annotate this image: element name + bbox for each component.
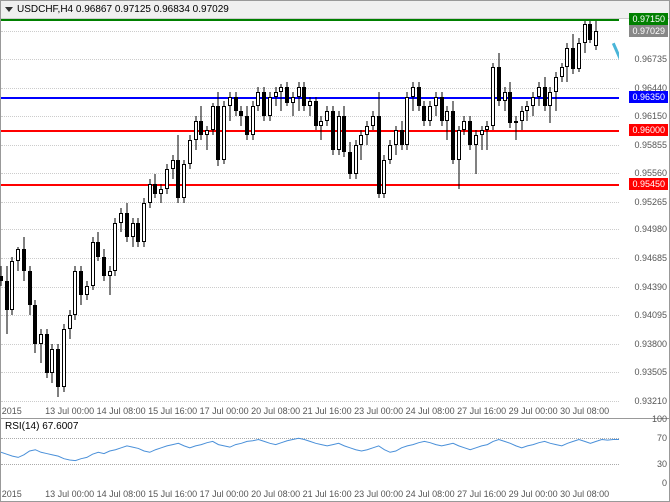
- rsi-y-tick: 100: [652, 414, 667, 424]
- rsi-x-tick: 9 Jul 2015: [0, 489, 22, 499]
- rsi-x-tick: 21 Jul 16:00: [303, 489, 352, 499]
- x-tick: 17 Jul 00:00: [200, 406, 249, 416]
- horizontal-level-line: [1, 130, 619, 132]
- rsi-x-tick: 30 Jul 08:00: [560, 489, 609, 499]
- rsi-x-tick: 29 Jul 00:00: [509, 489, 558, 499]
- x-tick: 27 Jul 16:00: [457, 406, 506, 416]
- rsi-x-tick: 14 Jul 08:00: [97, 489, 146, 499]
- x-tick: 30 Jul 08:00: [560, 406, 609, 416]
- x-tick: 24 Jul 08:00: [406, 406, 455, 416]
- y-tick: 0.96735: [634, 54, 667, 64]
- rsi-y-tick: 30: [657, 459, 667, 469]
- x-tick: 20 Jul 08:00: [251, 406, 300, 416]
- level-label: 0.95450: [629, 178, 668, 190]
- x-tick: 29 Jul 00:00: [509, 406, 558, 416]
- rsi-x-tick: 20 Jul 08:00: [251, 489, 300, 499]
- rsi-y-tick: 70: [657, 433, 667, 443]
- rsi-x-tick: 13 Jul 00:00: [45, 489, 94, 499]
- chart-container: USDCHF,H4 0.96867 0.97125 0.96834 0.9702…: [0, 0, 670, 502]
- level-label: 0.96350: [629, 91, 668, 103]
- horizontal-level-line: [1, 19, 619, 21]
- x-tick: 13 Jul 00:00: [45, 406, 94, 416]
- y-tick: 0.96150: [634, 111, 667, 121]
- y-tick: 0.94390: [634, 282, 667, 292]
- level-label: 0.97150: [629, 13, 668, 25]
- price-y-axis: 0.932100.935050.938000.940950.943900.946…: [619, 19, 669, 400]
- y-tick: 0.93210: [634, 396, 667, 406]
- y-tick: 0.93800: [634, 339, 667, 349]
- y-tick: 0.95560: [634, 168, 667, 178]
- main-chart[interactable]: 0.93210 0.93505 0.93800 0.94095 0.94390 0.946…: [1, 19, 669, 419]
- chart-header: USDCHF,H4 0.96867 0.97125 0.96834 0.9702…: [1, 1, 669, 19]
- rsi-y-tick: 0: [662, 478, 667, 488]
- price-plot-area[interactable]: [1, 19, 619, 400]
- rsi-x-tick: 15 Jul 16:00: [148, 489, 197, 499]
- y-tick: 0.94980: [634, 224, 667, 234]
- y-tick: 0.93505: [634, 367, 667, 377]
- rsi-line-svg: [1, 419, 619, 483]
- y-tick: 0.94095: [634, 310, 667, 320]
- x-tick: 23 Jul 00:00: [354, 406, 403, 416]
- rsi-x-tick: 17 Jul 00:00: [200, 489, 249, 499]
- rsi-label: RSI(14) 67.6007: [5, 421, 78, 432]
- rsi-x-tick: 23 Jul 00:00: [354, 489, 403, 499]
- rsi-y-axis: 03070100: [619, 419, 669, 483]
- x-tick: 14 Jul 08:00: [97, 406, 146, 416]
- rsi-x-tick: 24 Jul 08:00: [406, 489, 455, 499]
- symbol-label: USDCHF,H4: [17, 4, 73, 15]
- time-x-axis: 9 Jul 2015 13 Jul 00:0014 Jul 08:0015 Jul…: [1, 400, 619, 418]
- y-tick: 0.95265: [634, 197, 667, 207]
- x-tick: 15 Jul 16:00: [148, 406, 197, 416]
- rsi-panel[interactable]: RSI(14) 67.6007 03070100 9 Jul 201513 Ju…: [1, 419, 669, 501]
- x-tick: 9 Jul 2015: [0, 406, 22, 416]
- current-price-label: 0.97029: [629, 25, 668, 37]
- horizontal-level-line: [1, 184, 619, 186]
- y-tick: 0.94685: [634, 253, 667, 263]
- rsi-x-axis: 9 Jul 2015 13 Jul 00:0014 Jul 08:0015 Jul…: [1, 483, 619, 501]
- level-label: 0.96000: [629, 124, 668, 136]
- rsi-plot-area[interactable]: [1, 419, 619, 483]
- ohlc-label: 0.96867 0.97125 0.96834 0.97029: [76, 4, 229, 15]
- x-tick: 21 Jul 16:00: [303, 406, 352, 416]
- y-tick: 0.95855: [634, 140, 667, 150]
- rsi-x-tick: 27 Jul 16:00: [457, 489, 506, 499]
- dropdown-icon[interactable]: [5, 7, 13, 12]
